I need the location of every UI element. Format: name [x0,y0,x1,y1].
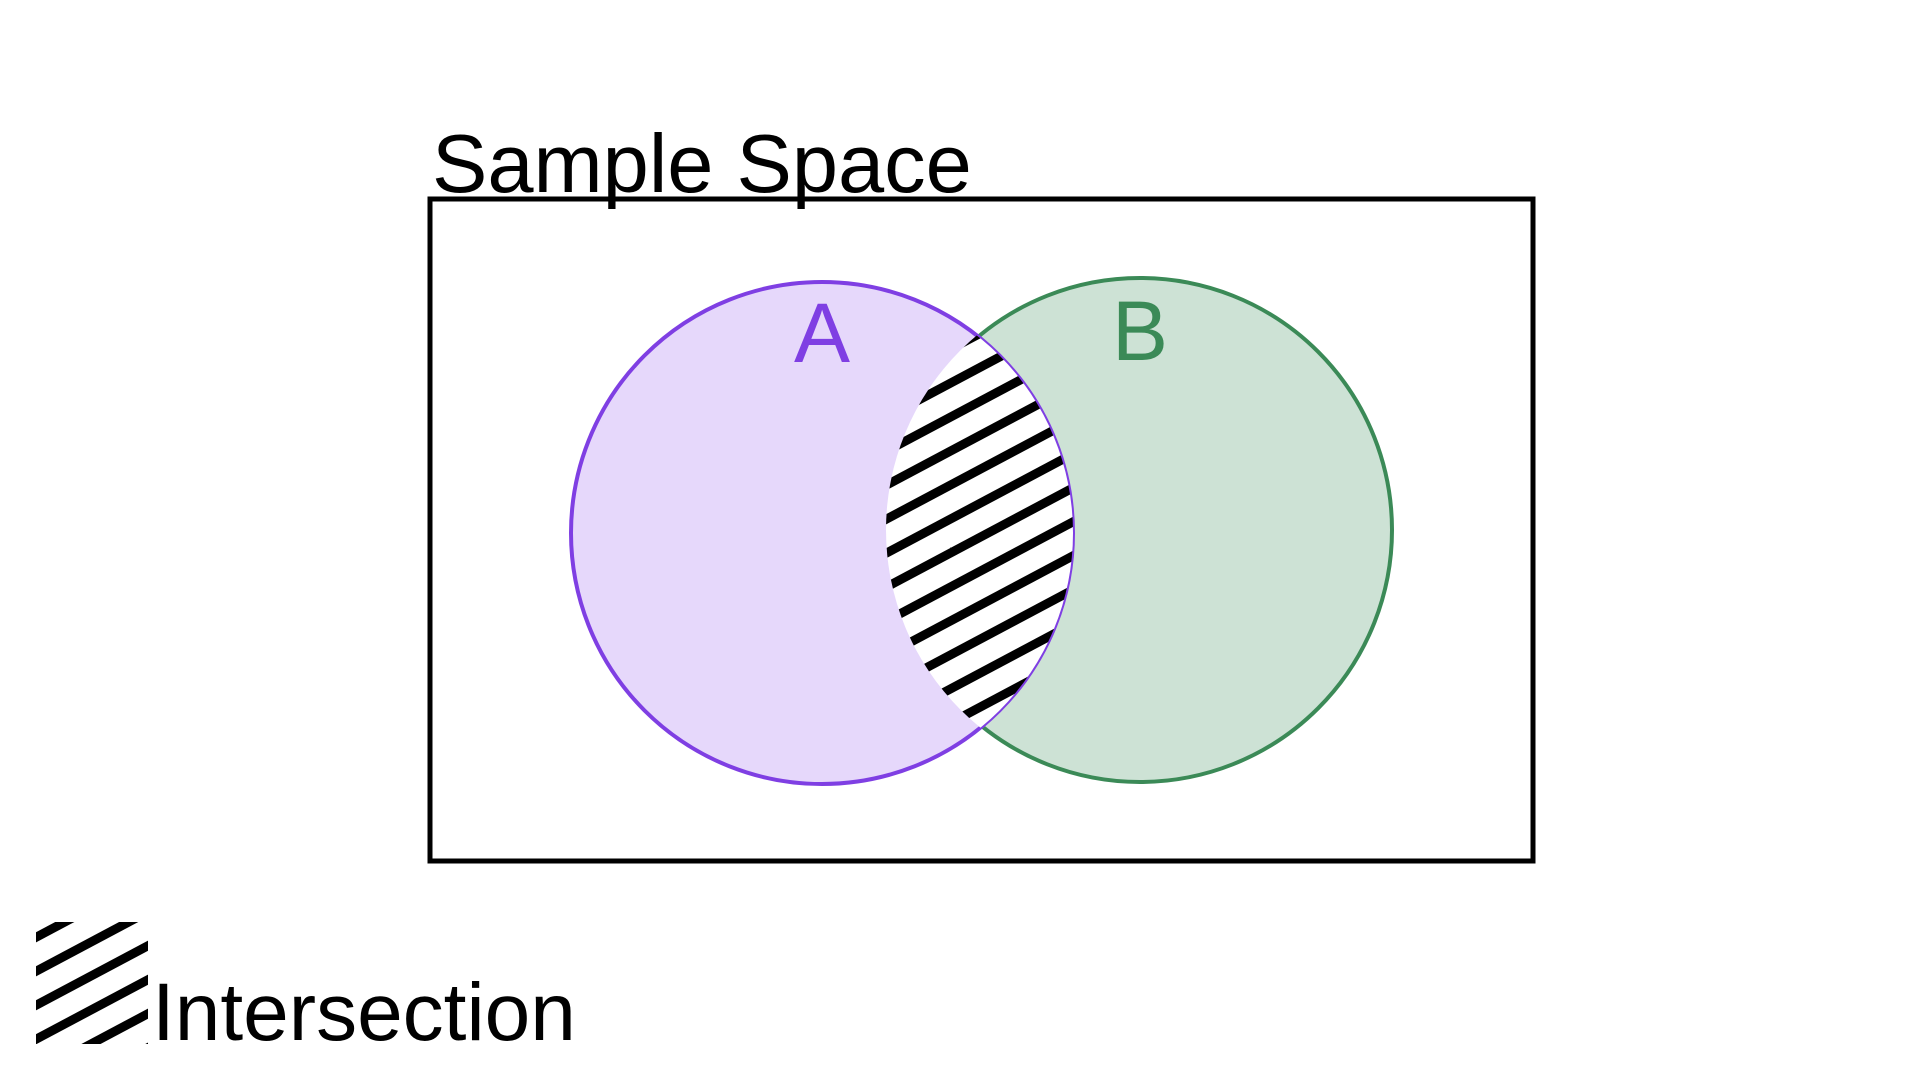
intersection-legend-label: Intersection [152,967,576,1058]
set-b-label: B [1112,284,1168,378]
intersection-legend-swatch [36,922,148,1044]
legend: Intersection [36,922,576,1058]
intersection-region [886,282,1073,784]
sample-space-box [427,196,1536,864]
sample-space-title: Sample Space [432,117,972,210]
set-a-label: A [794,286,850,380]
